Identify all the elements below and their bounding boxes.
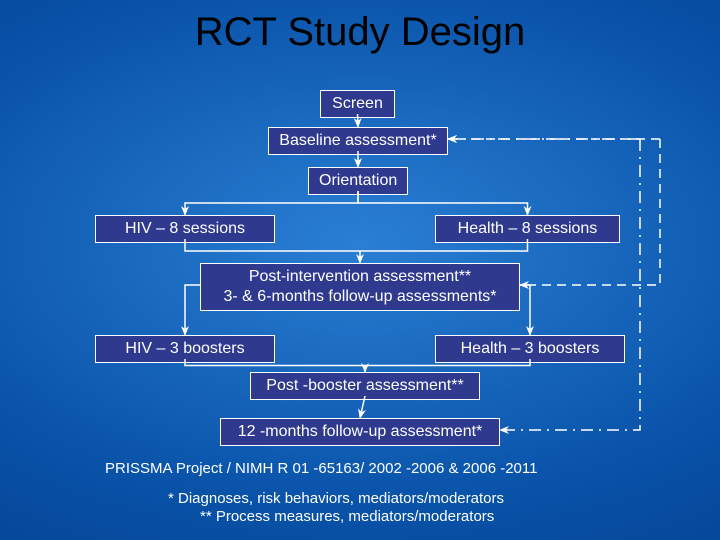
node-health8: Health – 8 sessions — [435, 215, 620, 243]
node-baseline: Baseline assessment* — [268, 127, 448, 155]
node-orientation: Orientation — [308, 167, 408, 195]
credit-line: PRISSMA Project / NIMH R 01 -65163/ 2002… — [105, 460, 537, 477]
page-title: RCT Study Design — [0, 10, 720, 55]
node-screen: Screen — [320, 90, 395, 118]
node-twelvemo: 12 -months follow-up assessment* — [220, 418, 500, 446]
footnote-2: ** Process measures, mediators/moderator… — [200, 508, 494, 525]
footnote-1: * Diagnoses, risk behaviors, mediators/m… — [168, 490, 504, 507]
node-hiv8: HIV – 8 sessions — [95, 215, 275, 243]
node-health3: Health – 3 boosters — [435, 335, 625, 363]
node-postint: Post-intervention assessment** 3- & 6-mo… — [200, 263, 520, 311]
node-hiv3: HIV – 3 boosters — [95, 335, 275, 363]
node-postboost: Post -booster assessment** — [250, 372, 480, 400]
